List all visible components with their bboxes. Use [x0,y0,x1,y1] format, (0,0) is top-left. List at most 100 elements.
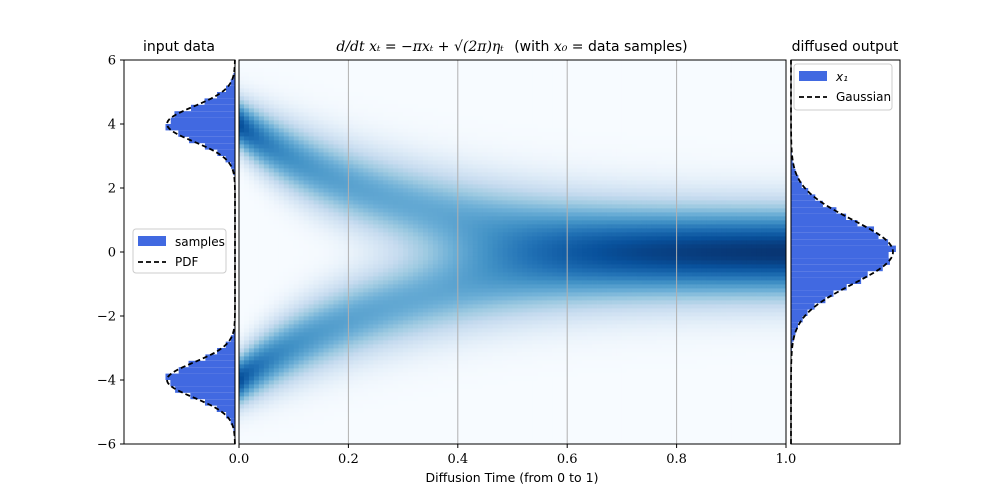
heatmap-cell [422,180,429,185]
heatmap-cell [293,312,300,317]
heatmap-cell [263,104,270,109]
heatmap-cell [388,328,394,333]
heatmap-cell [437,388,444,393]
heatmap-cell [308,388,314,393]
heatmap-cell [293,184,300,189]
heatmap-cell [408,236,414,241]
heatmap-cell [258,96,265,101]
heatmap-cell [273,260,280,265]
heatmap-cell [452,128,459,133]
heatmap-cell [248,312,255,317]
heatmap-cell [452,320,459,325]
heatmap-cell [239,280,245,285]
heatmap-cell [418,216,424,221]
heatmap-cell [383,380,389,385]
heatmap-cell [348,428,354,433]
heatmap-cell [447,248,454,253]
heatmap-cell [248,64,255,69]
heatmap-cell [467,356,474,361]
heatmap-cell [418,392,424,397]
heatmap-cell [467,296,474,301]
heatmap-cell [278,132,285,137]
heatmap-cell [378,340,384,345]
heatmap-cell [253,436,260,441]
heatmap-cell [457,272,464,277]
heatmap-cell [383,72,389,77]
heatmap-cell [467,276,474,281]
heatmap-cell [363,248,369,253]
heatmap-cell [343,392,349,397]
heatmap-cell [298,288,305,293]
heatmap-cell [333,392,339,397]
heatmap-cell [437,300,444,305]
heatmap-cell [328,332,334,337]
heatmap-cell [427,180,434,185]
heatmap-cell [293,76,300,81]
heatmap-cell [477,148,484,153]
heatmap-cell [368,432,374,437]
heatmap-cell [293,412,300,417]
heatmap-cell [278,116,285,121]
heatmap-cell [447,108,454,113]
heatmap-cell [413,404,419,409]
heatmap-cell [298,228,305,233]
heatmap-cell [323,92,329,97]
heatmap-cell [378,300,384,305]
heatmap-cell [378,216,384,221]
heatmap-cell [263,348,270,353]
heatmap-cell [427,268,434,273]
heatmap-cell [408,316,414,321]
heatmap-cell [482,152,489,157]
heatmap-cell [273,416,280,421]
heatmap-cell [338,188,344,193]
heatmap-cell [378,312,384,317]
heatmap-cell [328,196,334,201]
heatmap-cell [268,432,275,437]
heatmap-cell [457,344,464,349]
heatmap-cell [388,240,394,245]
heatmap-cell [472,76,479,81]
heatmap-cell [338,208,344,213]
heatmap-cell [353,172,359,177]
heatmap-cell [268,64,275,69]
heatmap-cell [477,276,484,281]
heatmap-cell [437,64,444,69]
heatmap-cell [462,76,469,81]
heatmap-cell [388,288,394,293]
heatmap-cell [268,112,275,117]
heatmap-cell [418,300,424,305]
heatmap-cell [413,228,419,233]
heatmap-cell [239,372,245,377]
heatmap-cell [422,156,429,161]
heatmap-cell [368,364,374,369]
heatmap-cell [487,204,494,209]
heatmap-cell [243,204,250,209]
heatmap-cell [308,308,314,313]
heatmap-cell [363,316,369,321]
heatmap-cell [393,336,399,341]
heatmap-cell [258,420,265,425]
heatmap-cell [333,208,339,213]
heatmap-cell [373,324,379,329]
heatmap-cell [348,364,354,369]
heatmap-cell [313,72,319,77]
heatmap-cell [432,424,439,429]
heatmap-cell [427,120,434,125]
heatmap-cell [408,252,414,257]
heatmap-cell [338,360,344,365]
heatmap-cell [268,420,275,425]
heatmap-cell [432,60,439,65]
heatmap-cell [273,188,280,193]
heatmap-cell [273,156,280,161]
heatmap-cell [413,292,419,297]
heatmap-cell [403,108,409,113]
heatmap-cell [477,256,484,261]
heatmap-cell [353,264,359,269]
heatmap-cell [258,348,265,353]
heatmap-cell [298,188,305,193]
heatmap-cell [403,196,409,201]
heatmap-cell [413,136,419,141]
heatmap-cell [403,420,409,425]
heatmap-cell [248,280,255,285]
heatmap-cell [368,252,374,257]
